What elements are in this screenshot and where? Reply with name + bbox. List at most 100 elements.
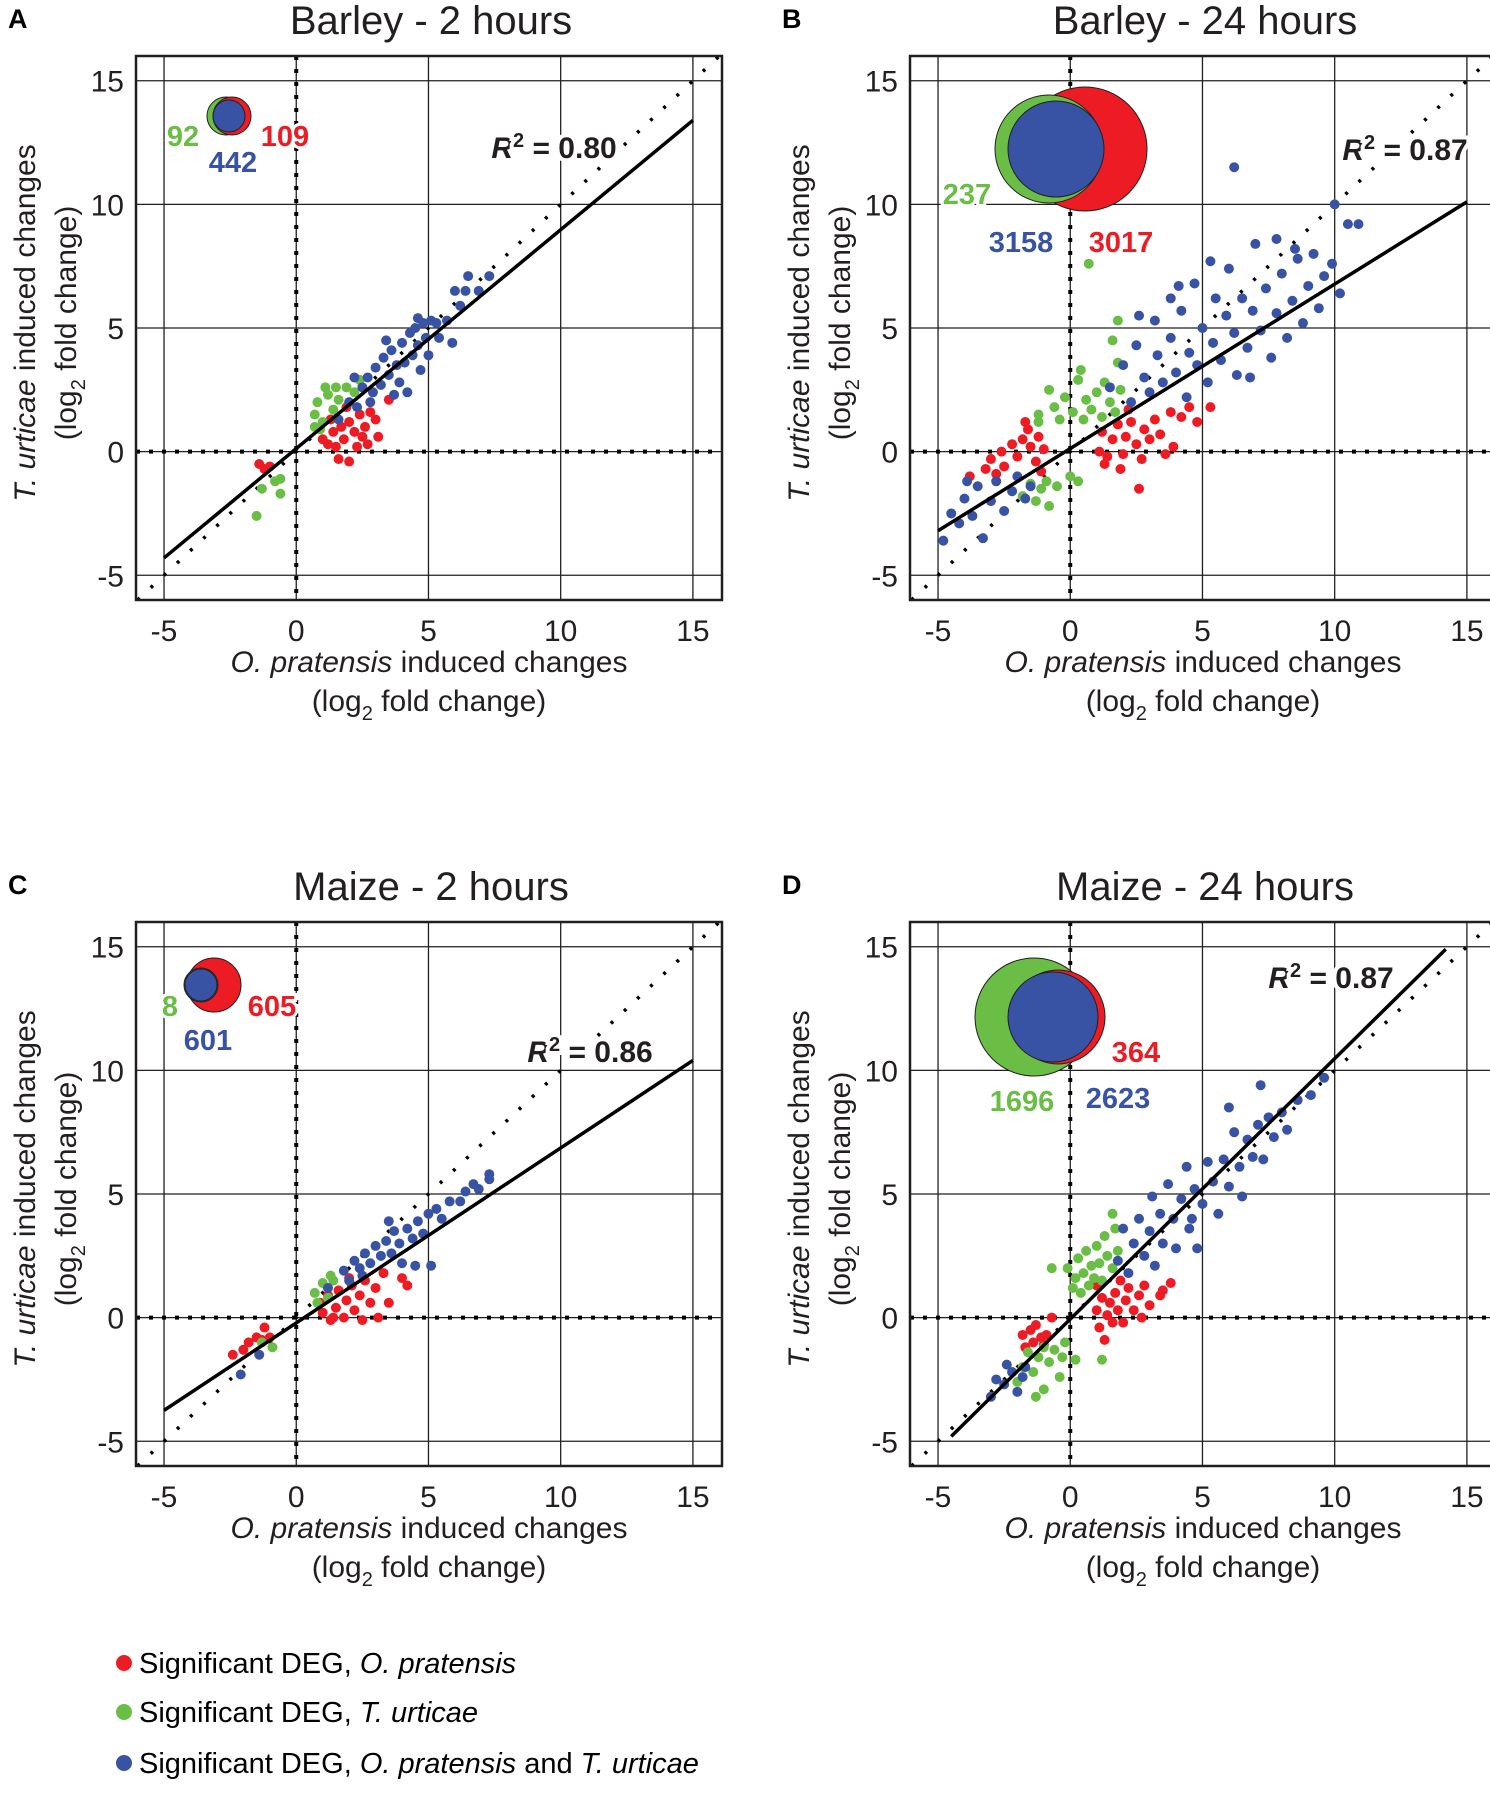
text-span: 2 [68,379,90,390]
x-axis-unit: (log2 fold change) [312,1551,547,1591]
data-point-blue [381,335,392,346]
x-tick-label: 5 [420,615,437,648]
data-point-blue [991,1374,1002,1385]
data-point-red [980,463,991,474]
x-axis-unit: (log2 fold change) [1086,685,1321,725]
legend-item-green: Significant DEG, T. urticae [116,1697,478,1729]
data-point-blue [1282,1124,1293,1135]
data-point-blue [1176,305,1187,316]
text-span: O. pratensis [360,1648,516,1680]
data-point-blue [1112,1255,1123,1266]
data-point-green [1083,258,1094,269]
data-point-blue [344,1275,355,1286]
data-point-red [1099,1334,1110,1345]
text-span: and [516,1748,581,1780]
text-span: T. urticae [783,1245,816,1367]
data-point-blue [1157,1238,1168,1249]
data-point-green [1022,1347,1033,1358]
data-point-blue [1020,493,1031,504]
data-point-blue [1305,1090,1316,1101]
data-point-red [1134,483,1145,494]
data-point-green [1110,407,1121,418]
text-span: (log [1086,1551,1136,1584]
text-span: 2 [1136,1569,1147,1591]
data-point-blue [1025,481,1036,492]
text-span: O. pratensis [231,646,393,679]
data-point-green [1070,1354,1081,1365]
data-point-blue [1184,347,1195,358]
data-point-blue [394,1238,405,1249]
data-point-blue [235,1369,246,1380]
data-point-green [1081,394,1092,405]
data-point-green [1112,315,1123,326]
data-point-blue [1255,1080,1266,1091]
data-point-blue [1144,1226,1155,1237]
data-point-green [1044,501,1055,512]
data-point-green [1038,1384,1049,1395]
data-point-blue [412,313,423,324]
text-span: (log [312,685,362,718]
data-point-blue [1223,1181,1234,1192]
r-squared-label: R2 = 0.86 [527,1034,652,1069]
data-point-blue [1297,318,1308,329]
data-point-blue [349,372,360,383]
data-point-red [1136,454,1147,465]
data-point-blue [410,323,421,333]
data-point-green [1078,1268,1089,1279]
data-point-red [1007,439,1018,450]
data-point-green [1054,1371,1065,1382]
data-point-green [1099,1231,1110,1242]
data-point-blue [1126,397,1137,408]
data-point-blue [375,1250,386,1261]
data-point-green [330,382,341,393]
data-point-red [996,446,1007,457]
text-span: (log [824,1256,857,1306]
data-point-blue [1202,377,1213,388]
legend-item-red: Significant DEG, O. pratensis [116,1648,516,1680]
data-point-red [370,414,381,425]
text-span: (log [312,1551,362,1584]
text-span: (log [1086,685,1136,718]
data-point-blue [455,1196,466,1207]
data-point-blue [349,1255,360,1266]
text-span: (log [50,1256,83,1306]
plot-frame [908,54,1490,602]
x-tick-label: 0 [1062,1481,1079,1514]
text-span: 2 [362,1569,373,1591]
data-point-green [309,1287,320,1298]
data-point-green [1075,365,1086,376]
data-point-blue [1131,340,1142,351]
data-point-blue [1242,342,1253,353]
legend-item-blue: Significant DEG, O. pratensis and T. urt… [116,1748,699,1780]
data-point-red [1192,416,1203,427]
data-point-green [270,476,281,487]
text-span: Significant DEG, [139,1748,360,1780]
data-point-blue [378,352,389,363]
data-point-blue [367,387,378,398]
data-point-green [1073,374,1084,385]
data-point-green [1091,387,1102,398]
data-point-red [1168,441,1179,452]
series-green [1012,1208,1123,1402]
data-point-green [349,387,360,398]
data-point-blue [1282,332,1293,343]
text-span: induced changes [1166,646,1401,679]
data-point-blue [1171,367,1182,378]
data-point-blue [1197,323,1208,333]
data-point-green [1041,476,1052,487]
data-point-red [352,441,363,452]
venn-circle-blue [1007,100,1105,198]
text-span: fold change) [373,685,546,718]
text-span: R [1342,134,1364,167]
data-point-red [1041,1329,1052,1340]
data-point-blue [436,1213,447,1224]
data-point-green [1052,481,1063,492]
text-span: O. pratensis [360,1748,516,1780]
data-point-blue [1155,1208,1166,1219]
plot-frame [134,920,724,1468]
data-point-red [259,1322,270,1333]
data-point-red [1112,1305,1123,1316]
x-tick-label: 5 [420,1481,437,1514]
text-span: T. urticae [9,1245,42,1367]
venn-circle-blue [1007,971,1099,1063]
